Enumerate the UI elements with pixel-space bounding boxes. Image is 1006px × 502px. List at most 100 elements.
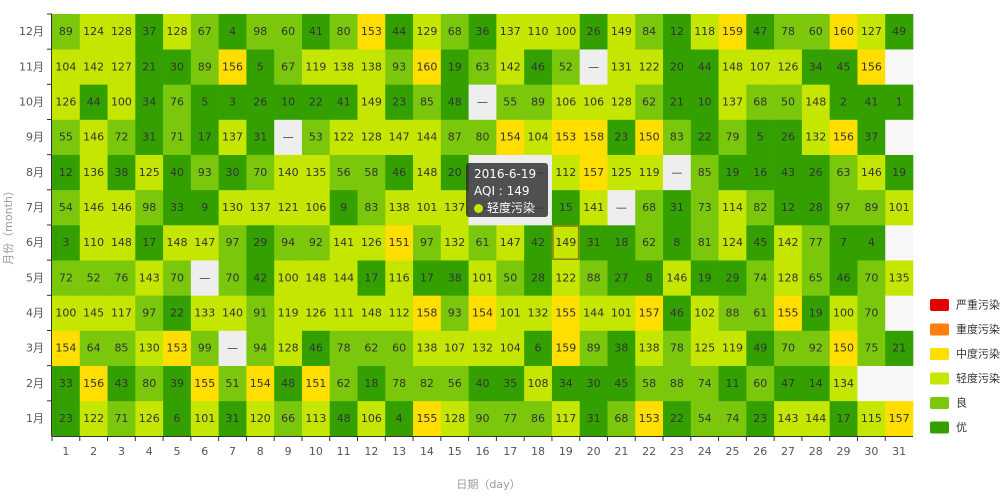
cell-label: 70 [864, 306, 878, 319]
cell-label: 75 [864, 342, 878, 355]
cell-label: 19 [809, 306, 823, 319]
cell-label: 148 [305, 271, 326, 284]
heatmap-cell [524, 49, 553, 85]
heatmap-cell [607, 260, 636, 296]
cell-label: 39 [170, 377, 184, 390]
heatmap-cell [79, 365, 108, 402]
heatmap-cell [607, 14, 636, 50]
heatmap-cell [524, 295, 553, 331]
cell-label: 146 [111, 201, 132, 214]
cell-label: 155 [416, 412, 437, 425]
legend-label: 严重污染 [956, 298, 1000, 312]
cell-label: 138 [639, 342, 660, 355]
heatmap-cell [857, 154, 886, 191]
legend-label: 良 [956, 396, 967, 410]
cell-label: 138 [389, 201, 410, 214]
heatmap-cell [885, 295, 914, 331]
cell-label: 114 [722, 201, 743, 214]
cell-label: 74 [753, 271, 767, 284]
x-tick-label: 21 [614, 445, 628, 458]
heatmap-cell [690, 14, 719, 50]
cell-label: 3 [62, 236, 69, 249]
heatmap-cell [440, 400, 469, 437]
tooltip-date: 2016-6-19 [474, 167, 537, 181]
cell-label: 128 [444, 412, 465, 425]
highlight-cell-border [552, 225, 580, 260]
cell-label: 34 [559, 377, 573, 390]
heatmap-cell [690, 154, 719, 191]
cell-label: 38 [448, 271, 462, 284]
cell-label: 76 [170, 95, 184, 108]
heatmap-cell [218, 260, 247, 296]
cell-label: 106 [361, 412, 382, 425]
cell-label: 74 [725, 412, 739, 425]
heatmap-cell [135, 154, 164, 191]
heatmap-cell [246, 49, 275, 85]
heatmap-cell [801, 154, 830, 191]
cell-label: 33 [59, 377, 73, 390]
cell-label: 158 [583, 131, 604, 144]
x-tick-label: 2 [90, 445, 97, 458]
cell-label: 72 [59, 271, 73, 284]
heatmap-cell [246, 84, 275, 120]
cell-label: 22 [670, 412, 684, 425]
cell-label: 153 [555, 131, 576, 144]
cell-label: 58 [364, 166, 378, 179]
heatmap-cell [635, 400, 664, 437]
cell-label: 97 [420, 236, 434, 249]
heatmap-cell [218, 189, 247, 226]
cell-label: 56 [337, 166, 351, 179]
heatmap-cell [107, 295, 136, 331]
cell-label: — [199, 271, 210, 284]
cell-label: 116 [389, 271, 410, 284]
heatmap-cell [52, 119, 81, 155]
heatmap-cell [163, 295, 192, 331]
heatmap-cell [829, 330, 858, 366]
tooltip-dot-icon [474, 204, 483, 213]
heatmap-cell [774, 330, 803, 366]
heatmap-cell [301, 154, 331, 191]
heatmap-cell [163, 400, 192, 437]
heatmap-cell [274, 365, 303, 402]
heatmap-cell [663, 189, 692, 226]
cell-label: 157 [639, 306, 660, 319]
cell-label: 128 [611, 95, 632, 108]
cell-label: 14 [809, 377, 823, 390]
cell-label: 101 [416, 201, 437, 214]
x-tick-label: 4 [146, 445, 153, 458]
cell-label: 148 [416, 166, 437, 179]
cell-label: 36 [476, 25, 490, 38]
heatmap-cell [135, 365, 164, 402]
cell-label: 141 [333, 236, 354, 249]
x-tick-label: 23 [670, 445, 684, 458]
cell-label: 53 [309, 131, 323, 144]
heatmap-cell [385, 330, 414, 366]
cell-label: 31 [587, 412, 601, 425]
cell-label: 98 [142, 201, 156, 214]
heatmap-cell [579, 225, 608, 261]
cell-label: 80 [476, 131, 490, 144]
heatmap-cell [885, 49, 914, 85]
heatmap-cell [801, 119, 830, 155]
cell-label: 45 [614, 377, 628, 390]
heatmap-cell [190, 189, 219, 226]
heatmap-cell [413, 119, 442, 155]
heatmap-cell [468, 119, 497, 155]
heatmap-cell [357, 119, 386, 155]
cell-label: 31 [587, 236, 601, 249]
heatmap-cell [413, 14, 442, 50]
cell-label: 44 [698, 60, 712, 73]
x-tick-label: 6 [201, 445, 208, 458]
x-tick-label: 15 [448, 445, 462, 458]
cell-label: 10 [698, 95, 712, 108]
cell-label: 150 [833, 342, 854, 355]
cell-label: 119 [305, 60, 326, 73]
cell-label: 60 [753, 377, 767, 390]
heatmap-cell [79, 189, 108, 226]
heatmap-cell [857, 400, 886, 437]
y-tick-label: 10月 [19, 95, 44, 108]
heatmap-cell [468, 400, 497, 437]
heatmap-cell [468, 49, 497, 85]
heatmap-cell [301, 49, 331, 85]
cell-label: 28 [809, 201, 823, 214]
